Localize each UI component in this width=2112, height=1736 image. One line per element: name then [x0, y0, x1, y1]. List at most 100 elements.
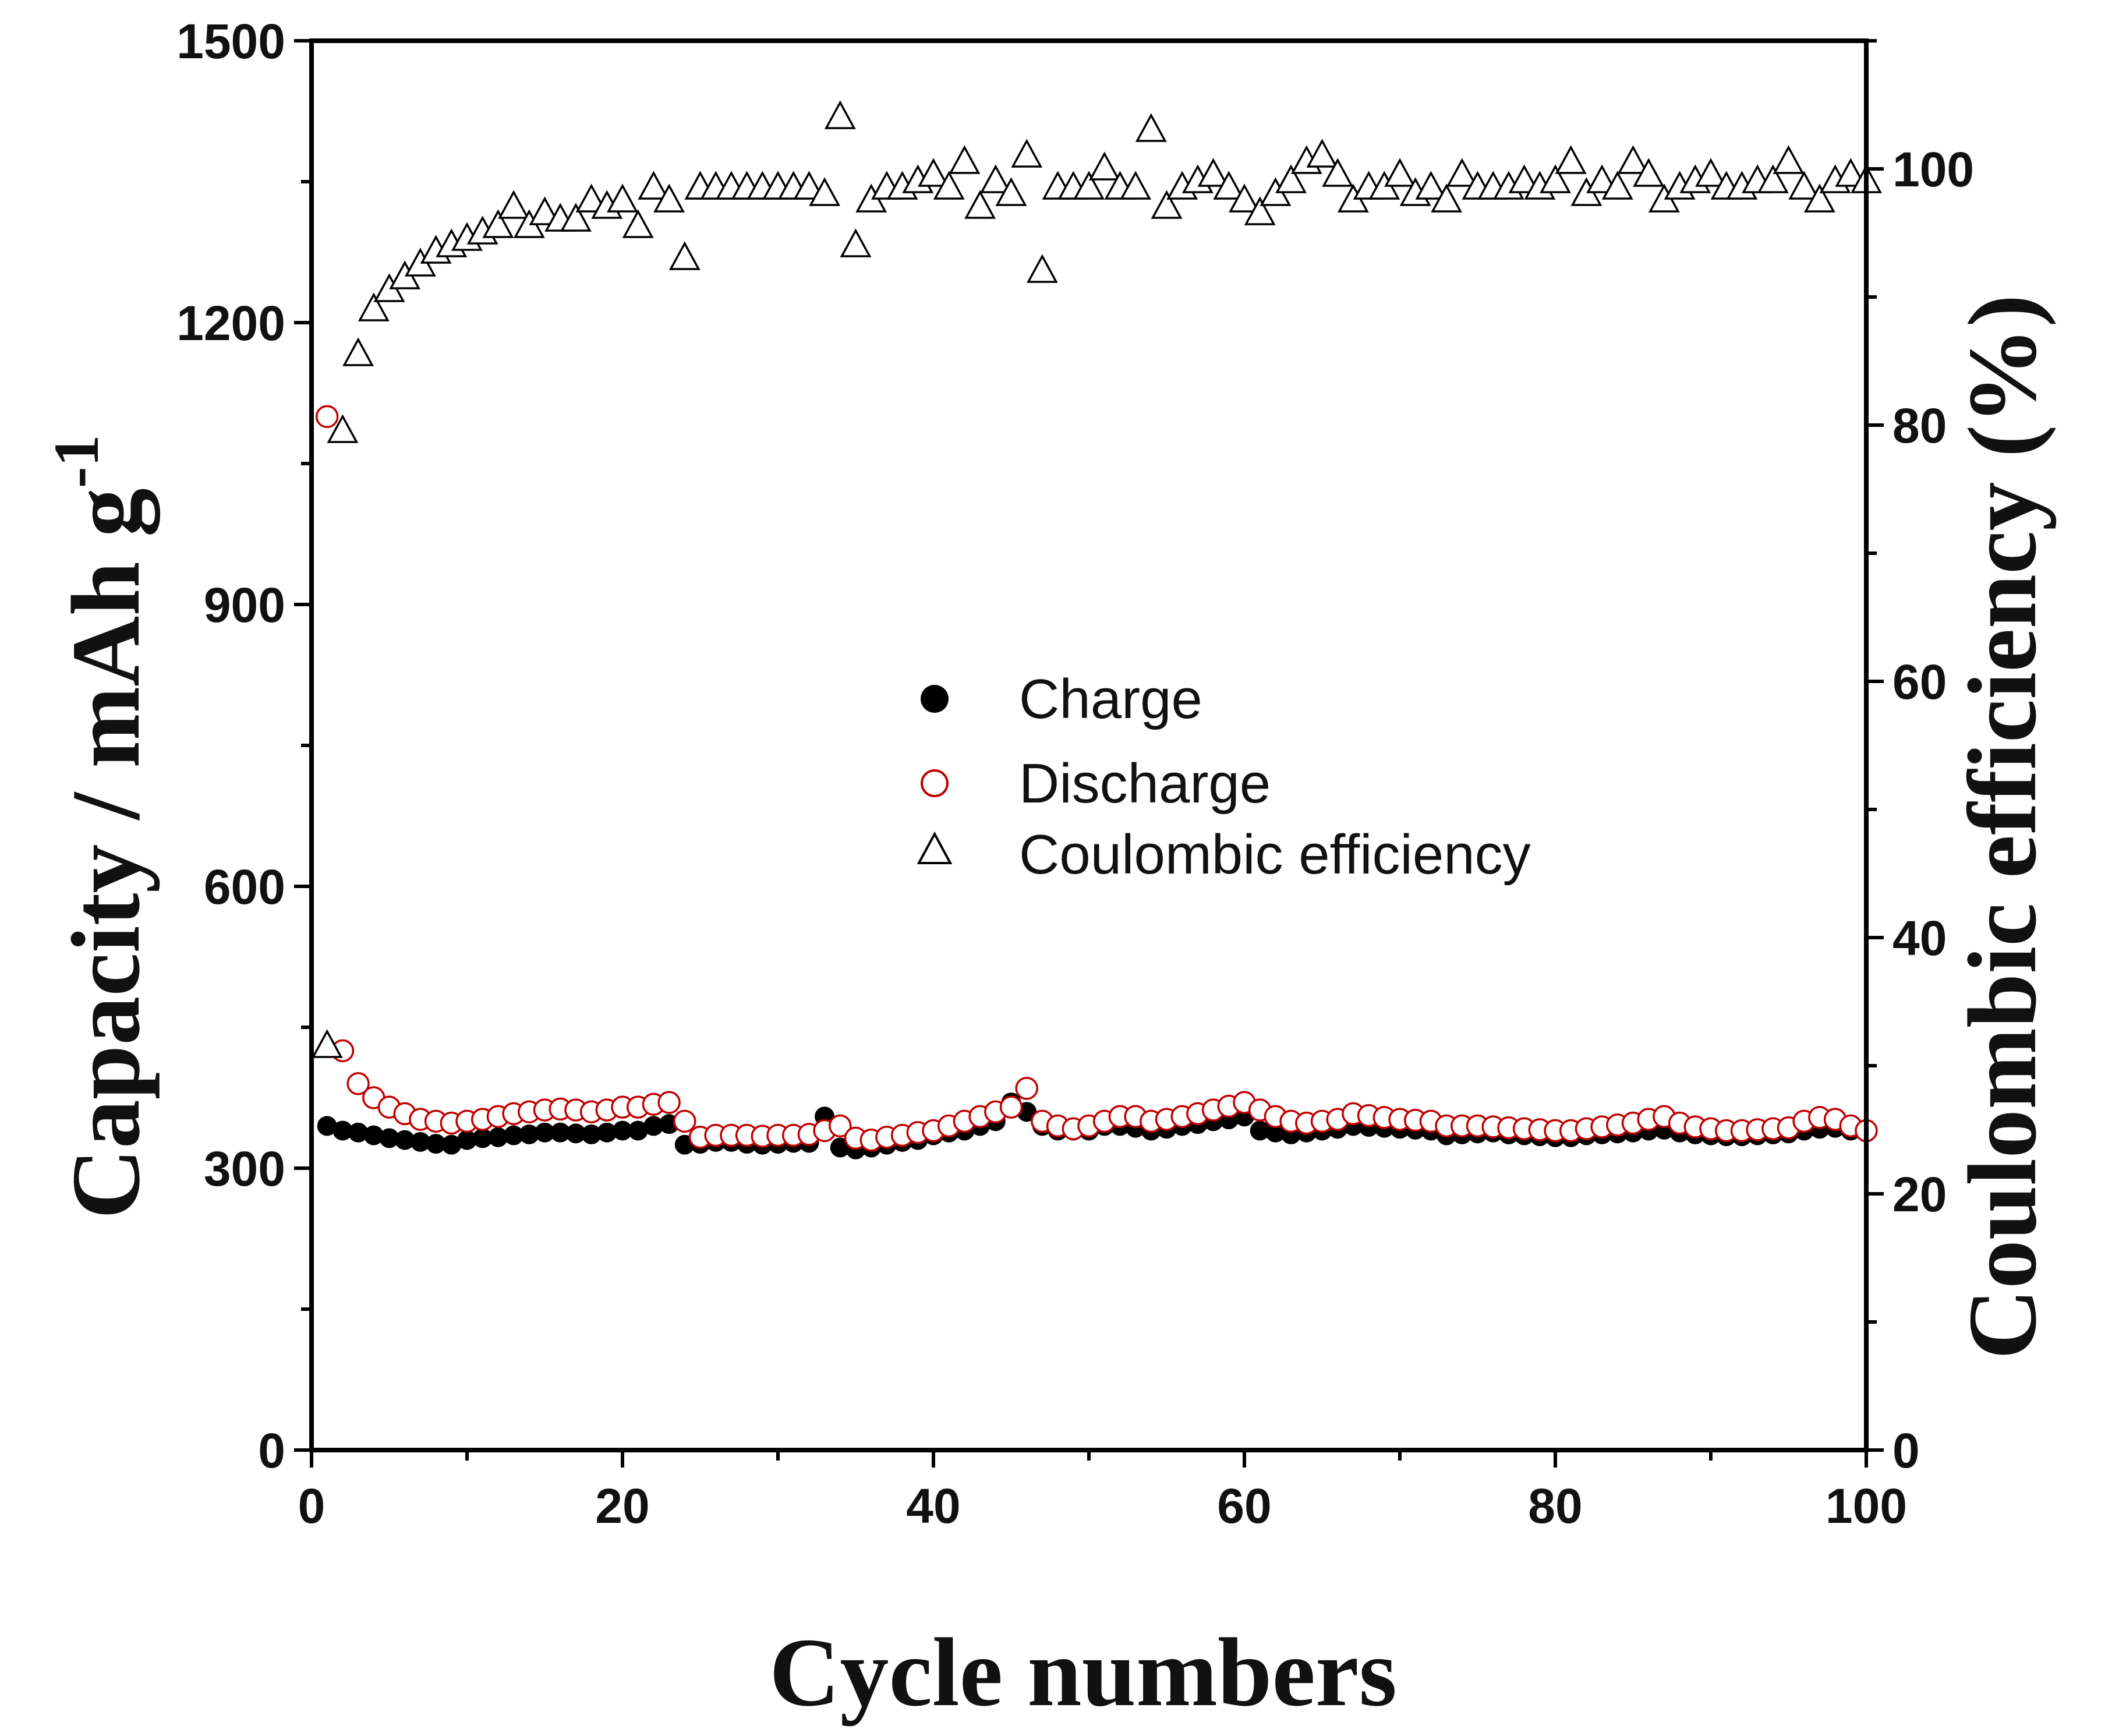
coulombic-efficiency-point	[824, 100, 856, 129]
charge-point	[550, 1122, 571, 1143]
left-y-tick-label: 300	[204, 1141, 285, 1196]
charge-point	[348, 1122, 369, 1143]
coulombic-efficiency-point	[1617, 145, 1649, 174]
right-y-tick-label: 40	[1892, 911, 1947, 966]
right-y-tick-label: 80	[1892, 398, 1947, 453]
coulombic-efficiency-point	[964, 190, 996, 219]
coulombic-efficiency-point	[1026, 254, 1058, 283]
coulombic-efficiency-point	[1773, 145, 1805, 174]
charge-point	[504, 1125, 524, 1145]
coulombic-efficiency-point	[1073, 171, 1105, 200]
coulombic-efficiency-point	[1555, 145, 1587, 174]
coulombic-efficiency-point	[1835, 158, 1867, 187]
discharge-point	[829, 1114, 852, 1138]
left-y-tick-labels: 0 300 600 900 1200 1500	[176, 14, 285, 1478]
right-y-tick-labels: 0 20 40 60 80 100	[1892, 142, 1974, 1478]
coulombic-efficiency-point	[918, 158, 949, 187]
charge-point	[1250, 1120, 1270, 1141]
coulombic-efficiency-point	[995, 177, 1027, 206]
left-y-tick-label: 1200	[176, 296, 285, 351]
x-tick-label: 60	[1217, 1479, 1271, 1533]
discharge-point	[673, 1109, 696, 1133]
coulombic-efficiency-point	[482, 209, 514, 238]
charge-point	[581, 1124, 602, 1144]
coulombic-efficiency-point	[1633, 158, 1665, 187]
charge-point	[613, 1120, 632, 1141]
coulombic-efficiency-point	[653, 183, 685, 213]
coulombic-efficiency-point	[1244, 196, 1276, 225]
legend-coulombic-efficiency-label: Coulombic efficiency	[1019, 823, 1531, 886]
left-y-axis-title-main: Capacity / mAh g	[52, 488, 160, 1219]
coulombic-efficiency-point	[668, 241, 701, 270]
charge-point	[519, 1124, 539, 1144]
coulombic-efficiency-point	[809, 177, 841, 206]
coulombic-efficiency-point	[1695, 158, 1727, 187]
discharge-point	[1015, 1077, 1038, 1100]
right-y-tick-label: 100	[1892, 142, 1974, 197]
left-y-tick-label: 0	[258, 1423, 285, 1478]
charge-point	[441, 1134, 462, 1155]
coulombic-efficiency-point	[1213, 171, 1245, 200]
coulombic-efficiency-point	[342, 337, 374, 366]
discharge-point	[657, 1091, 681, 1114]
charge-point	[597, 1122, 617, 1143]
coulombic-efficiency-point	[529, 196, 561, 225]
coulombic-efficiency-point	[1135, 113, 1167, 142]
left-y-axis-title-superscript: -1	[41, 435, 112, 489]
x-axis-title: Cycle numbers	[769, 1618, 1397, 1727]
coulombic-efficiency-point	[638, 171, 670, 200]
charge-point	[565, 1123, 586, 1144]
axis-ticks-layer	[294, 39, 1884, 1468]
coulombic-efficiency-point	[1151, 190, 1183, 219]
charge-point	[410, 1132, 430, 1152]
coulombic-efficiency-point	[622, 209, 654, 238]
coulombic-efficiency-point	[1120, 171, 1152, 200]
coulombic-efficiency-point	[560, 203, 592, 232]
charge-point	[426, 1134, 446, 1154]
coulombic-efficiency-point	[840, 228, 872, 257]
legend-discharge-marker	[921, 769, 949, 797]
discharge-point	[315, 405, 339, 429]
coulombic-efficiency-point	[1415, 171, 1447, 200]
coulombic-efficiency-point	[793, 171, 825, 200]
legend: Charge Discharge Coulombic efficiency	[917, 668, 1531, 886]
coulombic-efficiency-point	[1757, 164, 1789, 193]
left-y-axis-title: Capacity / mAh g-1	[41, 435, 160, 1219]
coulombic-efficiency-point	[1431, 183, 1463, 213]
coulombic-efficiency-point	[1275, 164, 1307, 193]
coulombic-efficiency-point	[358, 292, 390, 321]
discharge-point	[346, 1072, 370, 1095]
plot-frame	[309, 38, 1869, 1452]
coulombic-efficiency-point	[1011, 139, 1043, 168]
coulombic-efficiency-point	[1788, 171, 1820, 200]
coulombic-efficiency-point	[575, 183, 607, 213]
coulombic-efficiency-point	[949, 145, 981, 174]
left-y-tick-label: 1500	[176, 14, 285, 69]
coulombic-efficiency-point	[1508, 164, 1540, 193]
charge-point	[643, 1116, 664, 1136]
charge-point	[379, 1128, 399, 1148]
left-y-tick-label: 900	[204, 578, 285, 632]
charge-point	[628, 1120, 648, 1141]
legend-charge-marker	[921, 685, 949, 713]
right-y-axis-title: Coulombic efficiency (%)	[1948, 295, 2057, 1360]
charge-point	[1265, 1122, 1286, 1143]
coulombic-efficiency-point	[1197, 158, 1229, 187]
x-tick-label: 0	[298, 1479, 326, 1533]
coulombic-efficiency-point	[1306, 139, 1338, 168]
coulombic-efficiency-point	[1229, 183, 1260, 213]
charge-point	[332, 1120, 353, 1141]
charge-point	[457, 1130, 477, 1150]
coulombic-efficiency-point	[1601, 171, 1633, 200]
x-tick-labels: 0 20 40 60 80 100	[298, 1479, 1907, 1533]
legend-charge-label: Charge	[1019, 668, 1202, 730]
coulombic-efficiency-point	[1446, 158, 1478, 187]
coulombic-efficiency-point	[1322, 158, 1354, 187]
coulombic-efficiency-point	[1803, 183, 1835, 213]
right-y-tick-label: 0	[1892, 1423, 1920, 1478]
coulombic-efficiency-point	[327, 414, 359, 443]
charge-point	[535, 1122, 555, 1143]
